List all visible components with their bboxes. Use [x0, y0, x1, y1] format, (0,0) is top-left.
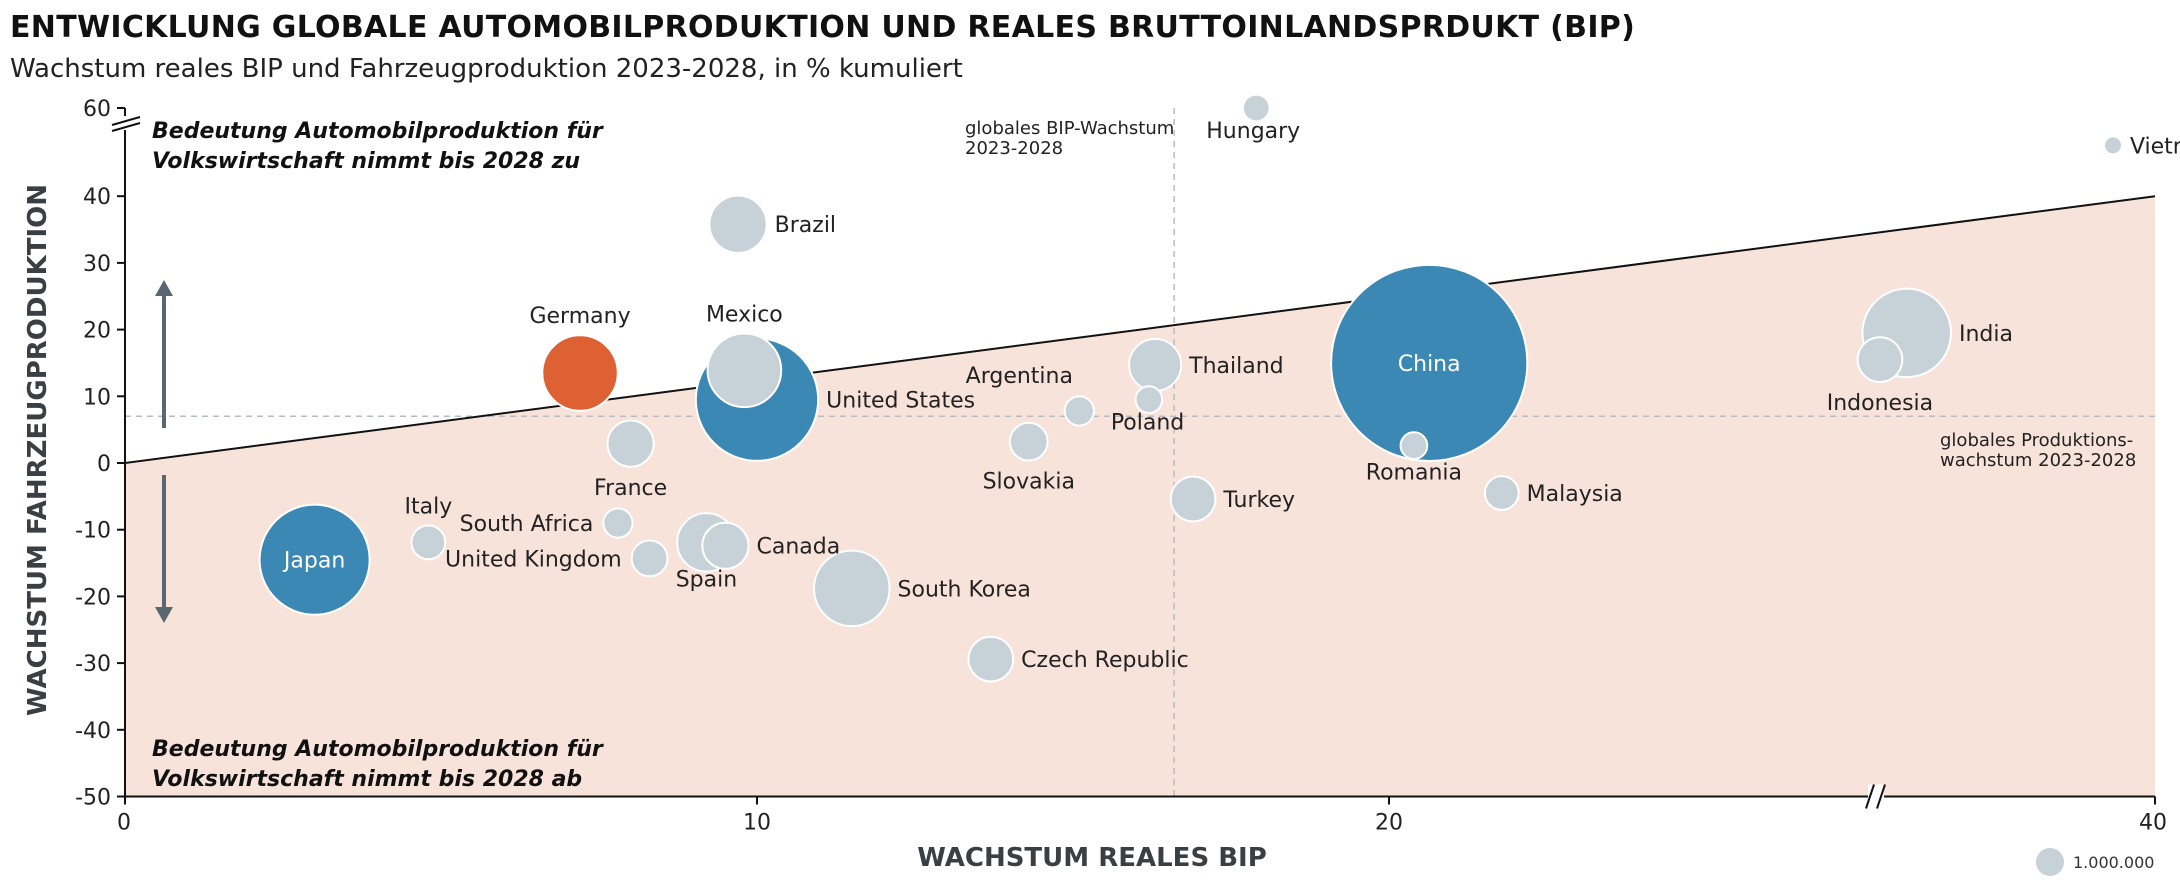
y-axis-label: WACHSTUM FAHRZEUGPRODUKTION: [23, 184, 53, 716]
size-legend-label: 1.000.000: [2073, 853, 2154, 872]
bubble-label-argentina: Argentina: [966, 364, 1073, 389]
bubble-label-india: India: [1959, 322, 2013, 347]
bubble-label-malaysia: Malaysia: [1527, 482, 1623, 507]
y-tick-label: 0: [97, 452, 111, 477]
y-tick-label: -40: [75, 719, 111, 744]
bubble-label-china: China: [1398, 352, 1461, 377]
bubble-label-indonesia: Indonesia: [1827, 391, 1933, 416]
bubble-hungary: [1241, 93, 1271, 123]
region-label-upper-line1: Bedeutung Automobilproduktion für: [152, 119, 604, 144]
bubble-united-kingdom: [630, 539, 669, 578]
bubble-france: [606, 419, 655, 468]
bubble-label-brazil: Brazil: [775, 213, 836, 238]
bubble-label-hungary: Hungary: [1206, 119, 1300, 144]
gdp-reference-label: globales BIP-Wachstum 2023-2028: [965, 118, 1174, 159]
bubble-south-africa: [602, 507, 634, 539]
y-tick-label: 40: [83, 185, 111, 210]
y-tick-label: 10: [83, 385, 111, 410]
bubble-brazil: [708, 194, 768, 254]
bubble-romania: [1399, 431, 1429, 461]
size-legend-bubble: [2036, 848, 2064, 876]
y-tick-label: -50: [75, 786, 111, 811]
bubble-label-spain: Spain: [676, 567, 737, 592]
production-reference-label: globales Produktions-wachstum 2023-2028: [1940, 430, 2136, 471]
bubble-germany: [541, 334, 619, 412]
bubble-vietnam: [2102, 135, 2123, 156]
bubble-label-slovakia: Slovakia: [983, 470, 1075, 495]
bubble-czech-republic: [967, 635, 1015, 683]
region-label-lower-line1: Bedeutung Automobilproduktion für: [152, 737, 604, 762]
bubble-indonesia: [1856, 336, 1904, 383]
shaded-region: [125, 196, 2155, 797]
bubble-label-united-states: United States: [826, 389, 975, 414]
x-axis-label: WACHSTUM REALES BIP: [917, 843, 1267, 873]
chart-subtitle: Wachstum reales BIP und Fahrzeugprodukti…: [10, 54, 963, 84]
diagonal-line: [124, 195, 2156, 464]
size-legend: 1.000.000: [2036, 848, 2154, 876]
bubble-label-south-korea: South Korea: [898, 577, 1031, 602]
bubble-poland: [1134, 385, 1164, 414]
bubble-label-japan: Japan: [282, 549, 345, 574]
bubble-label-south-africa: South Africa: [460, 512, 594, 537]
y-direction-arrows: [155, 280, 173, 623]
bubble-turkey: [1169, 475, 1217, 523]
y-tick-label: -20: [75, 585, 111, 610]
x-axis-break: [1865, 784, 1875, 809]
x-tick-label: 20: [1375, 811, 1403, 836]
y-tick-label: 60: [83, 97, 111, 122]
bubble-canada: [701, 521, 750, 570]
bubble-label-romania: Romania: [1366, 461, 1462, 486]
x-tick-label: 10: [743, 811, 771, 836]
bubble-label-united-kingdom: United Kingdom: [445, 547, 622, 572]
bubble-label-czech-republic: Czech Republic: [1021, 648, 1189, 673]
region-label-upper-line2: Volkswirtschaft nimmt bis 2028 zu: [152, 149, 580, 174]
bubble-south-korea: [813, 549, 891, 628]
bubble-japan: [258, 503, 371, 616]
bubble-label-germany: Germany: [529, 304, 630, 329]
bubble-label-italy: Italy: [404, 494, 452, 519]
bubble-argentina: [1063, 395, 1095, 427]
chart-title: ENTWICKLUNG GLOBALE AUTOMOBILPRODUKTION …: [10, 10, 1636, 45]
x-tick-label: 0: [117, 811, 131, 836]
y-axis-break: [111, 116, 141, 126]
bubble-mexico: [706, 332, 783, 409]
bubble-label-thailand: Thailand: [1188, 354, 1283, 379]
y-tick-label: 30: [83, 252, 111, 277]
region-label-lower-line2: Volkswirtschaft nimmt bis 2028 ab: [152, 767, 582, 792]
x-tick-label: 40: [2139, 811, 2167, 836]
bubble-label-poland: Poland: [1111, 411, 1184, 436]
bubble-china: [1330, 263, 1529, 463]
y-tick-label: 20: [83, 319, 111, 344]
bubble-label-canada: Canada: [757, 535, 841, 560]
y-tick-label: -30: [75, 652, 111, 677]
y-tick-label: -10: [75, 519, 111, 544]
bubble-slovakia: [1008, 421, 1049, 462]
bubble-label-france: France: [594, 476, 667, 501]
bubble-thailand: [1128, 337, 1183, 392]
bubble-italy: [410, 524, 447, 561]
bubble-malaysia: [1483, 475, 1520, 511]
bubble-label-turkey: Turkey: [1222, 488, 1295, 513]
bubble-label-mexico: Mexico: [706, 302, 783, 327]
bubble-label-vietnam: Vietnam: [2130, 134, 2180, 159]
